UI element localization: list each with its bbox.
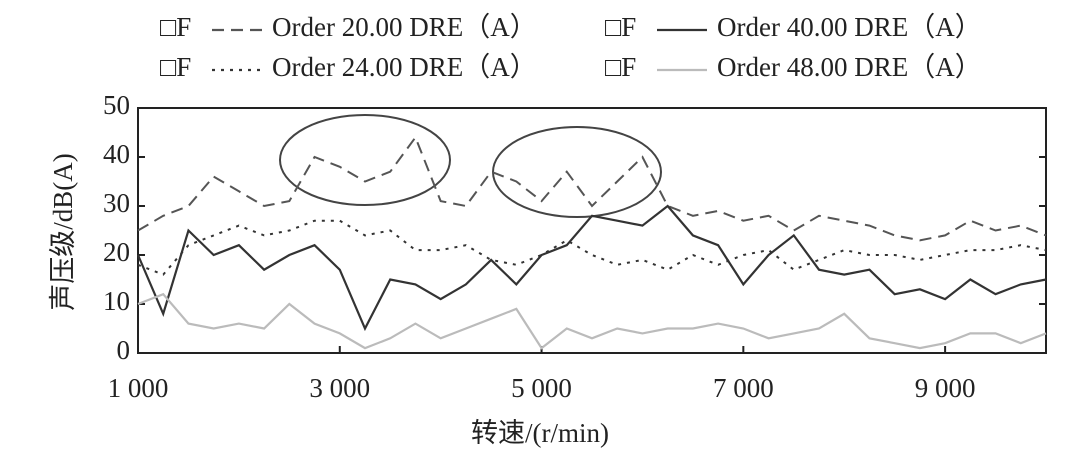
x-tick-label: 7 000: [713, 373, 774, 403]
legend-label: Order 24.00 DRE（A）: [272, 52, 537, 82]
series-line: [136, 204, 1047, 332]
y-tick-label: 30: [103, 188, 130, 218]
y-tick-label: 0: [117, 335, 131, 365]
legend-prefix: □F: [605, 52, 636, 82]
y-tick-label: 40: [103, 139, 130, 169]
legend-label: Order 40.00 DRE（A）: [717, 12, 982, 42]
series-line: [137, 219, 1047, 276]
legend-prefix: □F: [160, 52, 191, 82]
x-tick-label: 1 000: [108, 373, 169, 403]
legend-prefix: □F: [160, 12, 191, 42]
plot-frame: [137, 107, 1047, 354]
legend-label: Order 20.00 DRE（A）: [272, 12, 537, 42]
y-tick-label: 50: [103, 90, 130, 120]
legend-label: Order 48.00 DRE（A）: [717, 52, 982, 82]
series-line: [137, 292, 1047, 350]
y-axis-label: 声压级/dB(A): [48, 153, 78, 311]
legend-prefix: □F: [605, 12, 636, 42]
highlight-ellipse: [492, 126, 662, 218]
y-tick-label: 20: [103, 237, 130, 267]
x-axis-label: 转速/(r/min): [471, 418, 609, 448]
y-tick-label: 10: [103, 286, 130, 316]
series-line: [137, 135, 1047, 242]
x-tick-label: 5 000: [511, 373, 572, 403]
highlight-ellipse: [279, 114, 451, 206]
x-tick-label: 9 000: [915, 373, 976, 403]
x-tick-label: 3 000: [309, 373, 370, 403]
